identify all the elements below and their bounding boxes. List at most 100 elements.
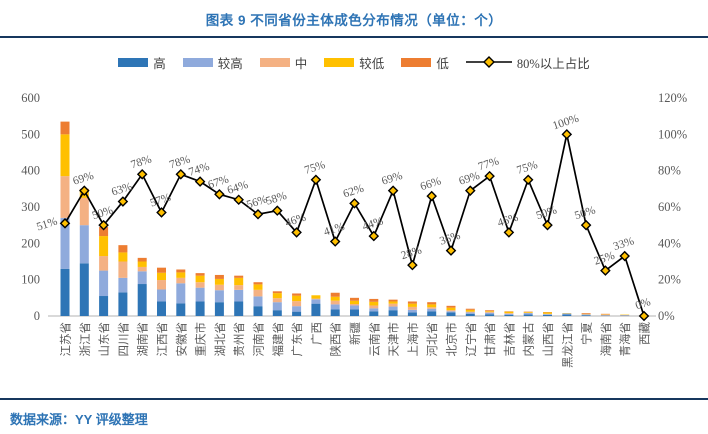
bar-segment [176,277,186,284]
data-point-marker [214,188,225,200]
pct-label: 0% [634,296,653,312]
bar-segment [157,301,166,316]
data-point-marker [79,185,90,196]
bar-segment [446,310,456,312]
pct-label: 51% [35,215,59,233]
bar-segment [388,299,398,302]
x-axis-label: 甘肃省 [484,322,497,357]
bar-segment [504,314,514,316]
bar-segment [214,284,224,291]
legend-item: 中 [259,53,307,72]
legend-item: 高 [118,53,166,72]
pct-label: 77% [477,155,501,173]
bar-segment [176,269,186,273]
bar-segment [369,311,379,316]
pct-label: 69% [380,170,404,188]
legend-item: 较高 [182,53,243,72]
bar-segment [137,261,147,267]
bar-segment [292,295,302,302]
bar-segment [350,305,359,310]
bar-segment [79,225,89,264]
bar-segment [214,274,224,279]
bar-segment [446,311,456,313]
bar-segment [485,312,495,315]
y-axis-label-left: 100 [21,273,40,287]
bar-segment [118,277,128,293]
bar-segment [234,277,244,286]
footer-divider [0,398,708,400]
bar-segment [157,289,166,302]
legend-item: 较低 [324,53,384,72]
bar-segment [253,284,263,290]
pct-label: 78% [129,153,153,171]
bar-segment [369,308,379,312]
data-point-marker [407,259,418,271]
bar-segment [504,311,514,314]
bar-segment [504,313,514,315]
bar-segment [195,275,205,283]
x-axis-label: 浙江省 [79,322,92,357]
bar-segment [60,121,70,135]
bar-segment [234,301,244,316]
bar-segment [446,312,456,316]
data-point-marker [484,170,495,182]
bar-segment [369,298,379,302]
y-axis-label-right: 0% [658,309,675,323]
data-point-marker [638,310,650,322]
pct-label: 44% [361,215,385,233]
x-axis-label: 广东省 [291,322,304,357]
x-axis-label: 天津市 [387,322,401,357]
x-axis-label: 江苏省 [60,322,73,357]
pct-label: 62% [342,182,366,200]
data-point-marker [98,219,109,231]
bar-segment [292,301,302,307]
bar-segment [137,257,147,262]
pct-label: 41% [322,221,346,239]
legend-swatch [324,57,355,67]
x-axis-label: 北京市 [445,322,459,357]
y-axis-label-right: 20% [658,273,681,287]
bar-segment [79,263,89,316]
data-point-marker [233,194,244,206]
bar-segment [272,291,282,294]
chart-title: 图表 9 不同省份主体成色分布情况（单位：个） [205,13,503,28]
line-marker-icon [465,56,512,68]
bar-segment [157,280,166,290]
bar-segment [99,236,109,257]
legend-label: 低 [436,56,449,71]
data-point-marker [580,219,592,231]
data-point-marker [368,230,380,242]
bar-segment [234,289,244,302]
bar-segment [253,282,263,285]
x-axis-label: 河南省 [252,322,266,357]
pct-label: 75% [515,159,539,177]
data-point-marker [387,185,399,196]
x-axis-label: 山东省 [98,322,111,357]
bar-segment [234,285,244,290]
pct-label: 50% [91,204,115,222]
bar-segment [388,301,398,304]
bar-segment [330,309,340,316]
bar-segment [427,304,437,308]
y-axis-label-left: 300 [21,200,40,214]
legend-label: 较高 [217,56,243,71]
bar-segment [99,256,109,271]
bar-segment [118,261,128,278]
bar-segment [311,295,321,299]
y-axis-label-right: 60% [658,200,681,214]
bar-segment [214,290,224,303]
data-point-marker [156,207,167,218]
bar-segment [581,313,591,314]
legend-swatch [401,57,432,67]
bar-segment [465,311,475,313]
data-point-marker [252,208,264,220]
x-axis-label: 新疆 [348,322,362,345]
bar-segment [311,299,321,304]
x-axis-label: 云南省 [367,322,381,357]
data-point-marker [272,205,283,216]
data-point-marker [194,176,206,187]
data-point-marker [542,219,553,231]
y-axis-label-left: 200 [21,236,40,250]
data-point-marker [175,169,187,180]
bar-segment [407,301,417,304]
